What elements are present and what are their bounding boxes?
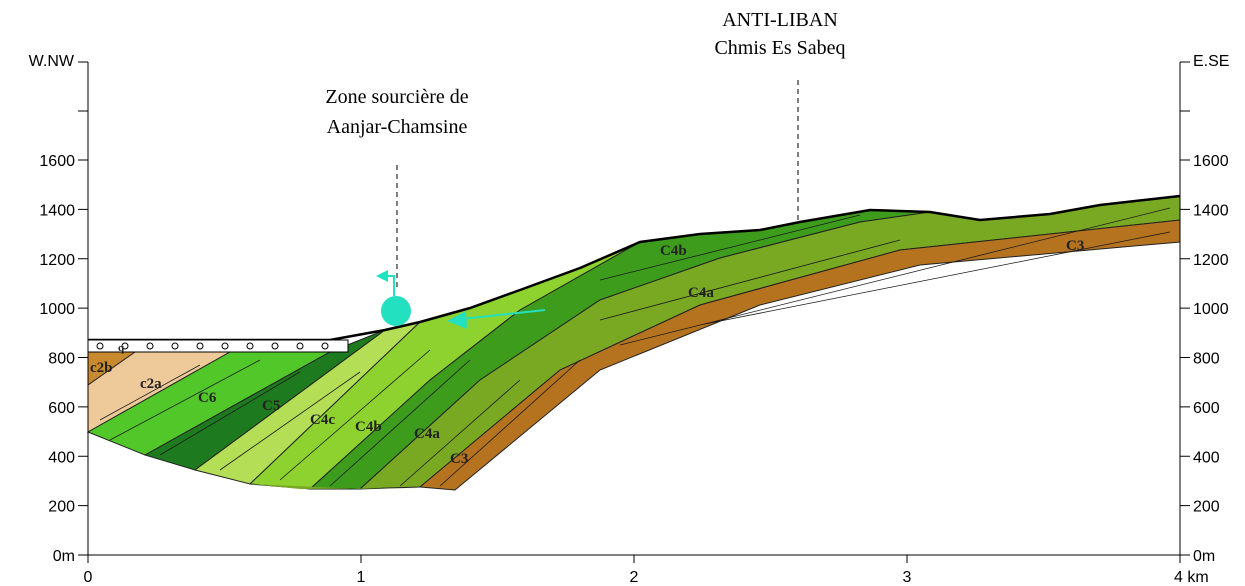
- layer-label: C5: [262, 398, 280, 414]
- left-label: W.NW: [29, 53, 75, 70]
- layer-label: c2b: [90, 360, 113, 376]
- anti-liban-title: ANTI-LIBAN: [722, 9, 838, 31]
- y-tick-label: 800: [1193, 351, 1220, 368]
- x-tick-label: 2: [630, 569, 639, 586]
- y-tick-label: 1400: [1193, 202, 1229, 219]
- y-tick-label: 600: [48, 400, 75, 417]
- layer-label: q: [118, 342, 125, 354]
- layer-label: C4a: [414, 426, 440, 442]
- anti-liban-subtitle: Chmis Es Sabeq: [714, 37, 845, 59]
- y-tick-label: 800: [48, 351, 75, 368]
- x-tick-label: 1: [357, 569, 366, 586]
- layer-label: C3: [1066, 238, 1084, 254]
- y-tick-label: 600: [1193, 400, 1220, 417]
- y-tick-label: 1600: [39, 153, 75, 170]
- y-tick-label: 400: [1193, 449, 1220, 466]
- spring: [381, 296, 411, 326]
- x-tick-label: 0: [84, 569, 93, 586]
- layer-label: c2a: [140, 376, 162, 392]
- layer-label: C3: [450, 451, 468, 467]
- y-tick-label: 1200: [39, 252, 75, 269]
- y-tick-label: 1000: [1193, 301, 1229, 318]
- y-tick-label: 1000: [39, 301, 75, 318]
- y-tick-label: 400: [48, 449, 75, 466]
- y-tick-label: 0m: [53, 548, 75, 565]
- layer-label: C4b: [660, 243, 687, 259]
- layer-label: C6: [198, 390, 217, 406]
- layer-label: C4a: [688, 285, 714, 301]
- y-tick-label: 1600: [1193, 153, 1229, 170]
- right-label: E.SE: [1193, 53, 1229, 70]
- y-tick-label: 1200: [1193, 252, 1229, 269]
- x-tick-label: 3: [903, 569, 912, 586]
- y-tick-label: 200: [1193, 499, 1220, 516]
- x-tick-label: 4 km: [1174, 569, 1209, 586]
- spring-zone-line2: Aanjar-Chamsine: [327, 116, 468, 138]
- layer-label: C4b: [355, 419, 382, 435]
- y-tick-label: 1400: [39, 202, 75, 219]
- spring-arrowhead: [376, 270, 388, 282]
- cross-section: ANTI-LIBAN Chmis Es Sabeq Zone sourcière…: [0, 0, 1245, 586]
- layer-label: C4c: [310, 412, 335, 428]
- y-tick-label: 0m: [1193, 548, 1215, 565]
- y-tick-label: 200: [48, 499, 75, 516]
- spring-zone-line1: Zone sourcière de: [325, 86, 468, 108]
